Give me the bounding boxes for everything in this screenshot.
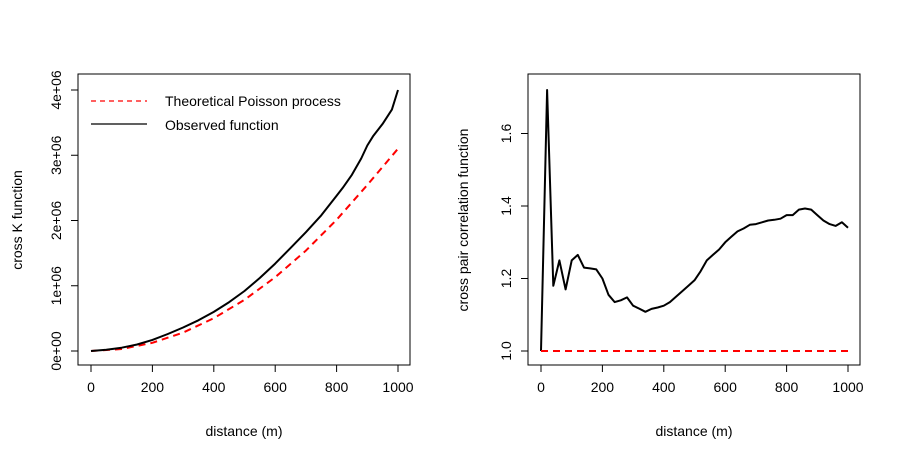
y-tick-label: 1e+06 — [48, 266, 64, 306]
y-tick-label: 1.2 — [498, 269, 514, 289]
legend: Theoretical Poisson process Observed fun… — [91, 93, 341, 133]
series-line-1 — [90, 148, 399, 352]
y-tick-label: 0e+00 — [48, 331, 64, 371]
y-tick-label: 2e+06 — [48, 201, 64, 241]
series-layer — [90, 89, 399, 352]
axes-layer: 0 200 400 600 800 1000 0e+00 1e+06 2e+06 3e+06 4e+… — [48, 70, 414, 395]
x-tick-label: 800 — [775, 379, 799, 395]
y-tick-label: 1.6 — [498, 124, 514, 144]
plot-frame — [527, 73, 861, 366]
cross-k-plot: 0 200 400 600 800 1000 0e+00 1e+06 2e+06 3e+06 4e+… — [9, 70, 414, 439]
x-tick-label: 1000 — [382, 379, 413, 395]
series-line-1 — [540, 89, 849, 352]
y-tick-label: 1.4 — [498, 196, 514, 216]
series-layer — [540, 89, 849, 352]
y-tick-label: 1.0 — [498, 341, 514, 361]
x-tick-label: 400 — [652, 379, 676, 395]
x-axis-label: distance (m) — [655, 423, 732, 439]
legend-label-theoretical: Theoretical Poisson process — [165, 93, 341, 109]
x-tick-label: 600 — [714, 379, 738, 395]
x-tick-label: 200 — [141, 379, 165, 395]
x-axis-label: distance (m) — [205, 423, 282, 439]
x-tick-label: 0 — [537, 379, 545, 395]
cross-pcf-plot: 0 200 400 600 800 1000 1.0 1.2 1.4 1.6 distance (… — [455, 73, 864, 439]
x-tick-label: 0 — [87, 379, 95, 395]
y-tick-label: 3e+06 — [48, 135, 64, 175]
x-tick-label: 600 — [264, 379, 288, 395]
x-tick-label: 200 — [591, 379, 615, 395]
x-tick-label: 1000 — [832, 379, 863, 395]
y-axis-label: cross K function — [9, 170, 25, 270]
legend-label-observed: Observed function — [165, 117, 279, 133]
series-line-2 — [90, 89, 399, 352]
y-tick-label: 4e+06 — [48, 70, 64, 110]
x-tick-label: 800 — [325, 379, 349, 395]
y-axis-label: cross pair correlation function — [455, 129, 471, 312]
x-tick-label: 400 — [202, 379, 226, 395]
axes-layer: 0 200 400 600 800 1000 1.0 1.2 1.4 1.6 — [498, 124, 864, 395]
